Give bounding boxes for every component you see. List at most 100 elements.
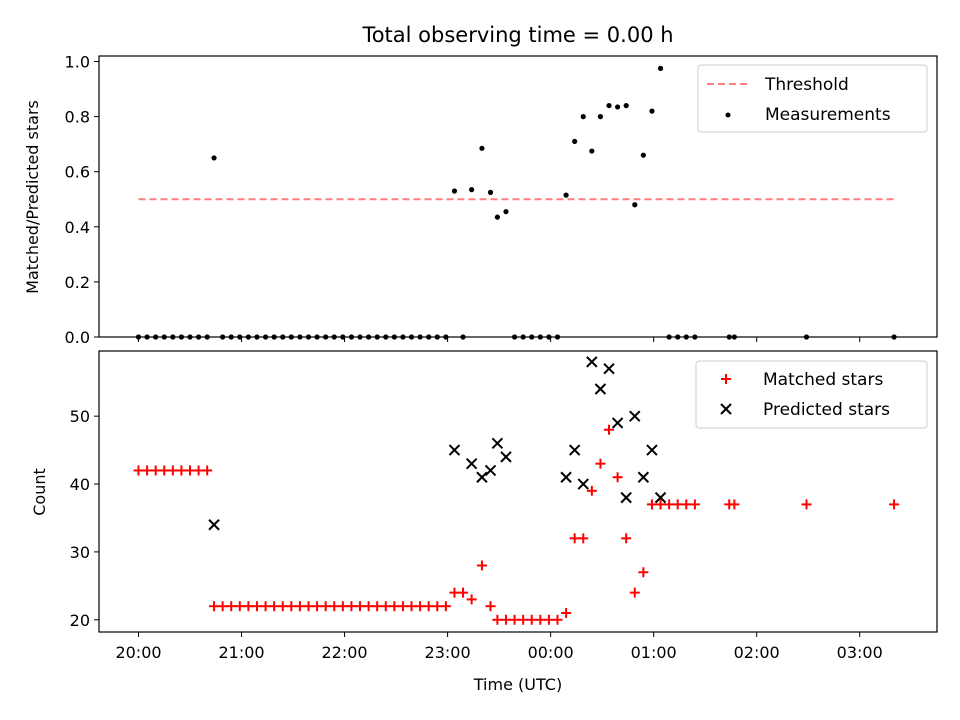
predicted-stars-point-b (646, 444, 658, 456)
matched-stars-point (518, 614, 529, 625)
matched-stars-point (664, 499, 675, 510)
matched-stars-point (251, 601, 262, 612)
matched-stars-point (432, 601, 443, 612)
predicted-stars-point-b (208, 519, 220, 531)
predicted-stars-point-b (568, 444, 581, 456)
measurement-point (623, 102, 629, 109)
bottom-x-axis-ticks: 20:00 21:00 22:00 23:00 00:00 01:00 02:00 03:00 (115, 632, 883, 662)
matched-stars-point (621, 533, 632, 544)
matched-stars-point (159, 465, 170, 476)
measurement-point (657, 65, 664, 71)
bottom-xtick-label: 23:00 (425, 643, 471, 662)
matched-stars-point (500, 614, 511, 625)
matched-stars-point (286, 601, 297, 612)
predicted-stars-point-b (594, 383, 607, 395)
matched-stars-point (638, 567, 649, 578)
top-ytick-label: 1.0 (65, 53, 90, 72)
matched-stars-point (133, 465, 144, 476)
top-x-axis-ticks (137, 337, 861, 342)
matched-stars-point (586, 485, 597, 496)
bottom-xtick-label: 00:00 (528, 643, 574, 662)
predicted-stars-point (646, 444, 658, 456)
predicted-stars-legend-marker-b (720, 403, 732, 415)
matched-stars-point (492, 614, 503, 625)
top-ytick-label: 0.6 (65, 163, 90, 182)
bottom-ytick-label: 50 (70, 407, 90, 426)
measurement-point (649, 108, 655, 114)
matched-stars-point (277, 601, 288, 612)
matched-stars-point (689, 499, 700, 510)
top-ytick-label: 0.8 (65, 108, 90, 127)
predicted-stars-point-b (448, 444, 461, 456)
measurements-legend-swatch (725, 112, 731, 118)
predicted-stars-point (476, 471, 488, 483)
matched-stars-legend-swatch (721, 374, 731, 384)
top-y-axis-ticks: 0.0 0.2 0.4 0.6 0.8 1.0 (65, 53, 99, 347)
matched-stars-point (569, 533, 580, 544)
predicted-stars-point (484, 464, 497, 477)
matched-stars-point (217, 601, 228, 612)
matched-stars-point (595, 458, 606, 469)
predicted-stars-point-b (654, 491, 667, 504)
matched-stars-point (389, 601, 400, 612)
matched-stars-point (209, 601, 220, 612)
bottom-ytick-label: 30 (70, 543, 90, 562)
matched-stars-point (226, 601, 237, 612)
predicted-stars-point (603, 362, 615, 375)
predicted-stars-point-b (611, 417, 624, 429)
bottom-ytick-label: 20 (70, 611, 90, 630)
predicted-stars-point (560, 471, 572, 483)
predicted-stars-point (654, 491, 667, 504)
measurement-point (640, 152, 646, 158)
predicted-stars-point-b (629, 410, 641, 422)
bottom-xtick-label: 22:00 (322, 643, 368, 662)
matched-stars-point (415, 601, 426, 612)
top-ytick-label: 0.0 (65, 328, 90, 347)
matched-stars-point (561, 607, 572, 618)
matched-stars-point (176, 465, 187, 476)
bottom-xtick-label: 20:00 (115, 643, 161, 662)
measurement-point (451, 188, 458, 194)
top-legend: Threshold Measurements (697, 64, 928, 133)
matched-stars-point (801, 499, 812, 510)
matched-stars-point (269, 601, 280, 612)
measurement-point (606, 102, 612, 109)
matched-stars-point (406, 601, 417, 612)
measurement-point (632, 202, 638, 208)
matched-stars-point (312, 601, 323, 612)
matched-stars-point (337, 601, 348, 612)
matched-stars-point (578, 533, 589, 544)
matched-stars-point (355, 601, 366, 612)
measurement-point (589, 148, 595, 154)
predicted-stars-point-b (484, 464, 497, 477)
predicted-stars-point (500, 451, 512, 463)
predicted-stars-point (577, 478, 589, 490)
bottom-xtick-label: 01:00 (631, 643, 677, 662)
predicted-stars-point-b (620, 491, 632, 504)
bottom-axes-frame (98, 350, 938, 633)
matched-stars-point (466, 594, 477, 605)
figure-title: Total observing time = 0.00 h (361, 23, 673, 47)
matched-stars-point (320, 601, 331, 612)
matched-stars-point (260, 601, 271, 612)
matched-stars-point (535, 614, 546, 625)
measurement-point (211, 155, 217, 161)
matched-stars-point (397, 601, 408, 612)
matched-stars-point (202, 465, 213, 476)
matched-stars-point (303, 601, 314, 612)
matched-stars-point (142, 465, 153, 476)
matched-stars-point (380, 601, 391, 612)
matched-stars-point (552, 614, 563, 625)
matched-stars-point (604, 424, 615, 435)
matched-stars-point (681, 499, 692, 510)
predicted-stars-legend-marker (720, 403, 732, 415)
predicted-stars-point-b (560, 471, 572, 483)
measurement-point (580, 114, 586, 120)
matched-stars-point (646, 499, 657, 510)
matched-stars-point (346, 601, 357, 612)
predicted-stars-point-b (465, 457, 478, 470)
measurement-point (494, 214, 500, 220)
measurement-point (479, 145, 485, 151)
bottom-xtick-label: 21:00 (218, 643, 264, 662)
